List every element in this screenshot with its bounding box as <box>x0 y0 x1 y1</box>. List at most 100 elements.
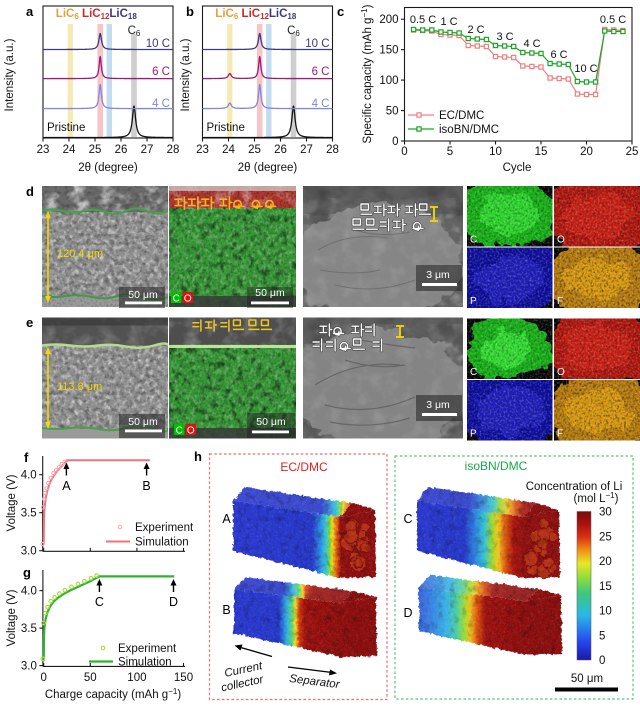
svg-text:10: 10 <box>599 606 612 618</box>
svg-text:120.4 μm: 120.4 μm <box>57 248 103 260</box>
svg-text:Pristine: Pristine <box>207 122 245 134</box>
svg-text:Simulation: Simulation <box>118 657 172 669</box>
svg-text:200: 200 <box>379 14 398 26</box>
svg-text:(mol L−1): (mol L−1) <box>574 491 619 505</box>
svg-text:2θ (degree): 2θ (degree) <box>78 162 138 174</box>
svg-text:c: c <box>337 4 344 19</box>
svg-text:3 C: 3 C <box>496 31 513 43</box>
svg-text:10: 10 <box>489 146 502 158</box>
svg-text:15: 15 <box>599 581 612 593</box>
svg-text:50 μm: 50 μm <box>128 416 158 428</box>
svg-text:LiC18: LiC18 <box>109 8 137 21</box>
svg-text:3.5: 3.5 <box>21 508 37 520</box>
svg-text:Separator: Separator <box>289 673 342 691</box>
svg-text:3.5: 3.5 <box>21 623 37 635</box>
svg-text:g: g <box>23 565 31 580</box>
svg-text:28: 28 <box>167 144 180 156</box>
svg-text:D: D <box>169 595 178 609</box>
svg-text:EC/DMC: EC/DMC <box>280 460 328 474</box>
svg-text:LiC6: LiC6 <box>215 8 239 21</box>
svg-text:LiC18: LiC18 <box>269 8 297 21</box>
svg-text:B: B <box>222 603 230 617</box>
svg-text:3.0: 3.0 <box>21 546 37 558</box>
svg-text:25: 25 <box>89 144 102 156</box>
svg-text:EC/DMC: EC/DMC <box>439 110 484 122</box>
svg-text:C6: C6 <box>128 25 141 38</box>
svg-text:h: h <box>194 449 202 464</box>
svg-text:6 C: 6 C <box>550 49 567 61</box>
svg-text:D: D <box>403 606 412 620</box>
svg-text:4 C: 4 C <box>152 98 170 110</box>
svg-text:F: F <box>557 296 563 307</box>
svg-text:30: 30 <box>599 507 612 519</box>
svg-text:C: C <box>470 235 477 246</box>
svg-text:25: 25 <box>626 146 639 158</box>
svg-text:C: C <box>470 367 477 378</box>
svg-text:Simulation: Simulation <box>135 537 189 549</box>
svg-text:C: C <box>95 595 104 609</box>
svg-text:isoBN/DMC: isoBN/DMC <box>465 459 528 473</box>
svg-text:LiC12: LiC12 <box>82 8 110 21</box>
svg-text:50 μm: 50 μm <box>255 287 285 299</box>
svg-text:27: 27 <box>141 144 154 156</box>
svg-text:Charge capacity (mAh g−1): Charge capacity (mAh g−1) <box>45 687 182 701</box>
svg-text:3 μm: 3 μm <box>426 399 450 411</box>
svg-text:5: 5 <box>447 146 453 158</box>
svg-text:15: 15 <box>535 146 548 158</box>
svg-text:3.0: 3.0 <box>21 661 37 673</box>
svg-text:4 C: 4 C <box>523 38 540 50</box>
svg-text:20: 20 <box>599 556 612 568</box>
svg-text:24: 24 <box>63 144 76 156</box>
svg-text:3 μm: 3 μm <box>426 269 450 281</box>
svg-text:P: P <box>470 429 477 440</box>
svg-text:0.5 C: 0.5 C <box>410 14 436 26</box>
svg-text:23: 23 <box>196 144 209 156</box>
svg-text:0: 0 <box>40 672 46 684</box>
svg-text:F: F <box>557 429 563 440</box>
svg-text:10 C: 10 C <box>146 38 170 50</box>
svg-text:6 C: 6 C <box>312 66 330 78</box>
svg-text:113.8 μm: 113.8 μm <box>57 381 102 393</box>
svg-text:0: 0 <box>392 136 398 148</box>
svg-text:100: 100 <box>379 75 398 87</box>
svg-text:25: 25 <box>248 144 261 156</box>
svg-text:e: e <box>26 315 33 330</box>
svg-text:50 μm: 50 μm <box>571 673 603 685</box>
svg-text:O: O <box>184 294 192 305</box>
svg-text:Voltage (V): Voltage (V) <box>6 589 18 646</box>
svg-text:50: 50 <box>386 106 399 118</box>
svg-text:O: O <box>557 235 565 246</box>
svg-text:Intensity (a.u.): Intensity (a.u.) <box>180 38 192 111</box>
svg-text:4 C: 4 C <box>312 98 330 110</box>
svg-text:C: C <box>173 294 180 305</box>
svg-text:Specific capacity (mAh g−1): Specific capacity (mAh g−1) <box>360 4 374 143</box>
svg-text:P: P <box>470 296 477 307</box>
svg-text:O: O <box>187 426 195 437</box>
svg-text:0: 0 <box>401 146 407 158</box>
svg-text:4.0: 4.0 <box>21 586 37 598</box>
svg-text:10 C: 10 C <box>574 63 597 75</box>
svg-text:LiC6: LiC6 <box>56 8 80 21</box>
svg-text:25: 25 <box>599 531 612 543</box>
svg-text:6 C: 6 C <box>152 66 170 78</box>
svg-text:B: B <box>142 479 150 493</box>
svg-text:0: 0 <box>599 655 605 667</box>
svg-text:Pristine: Pristine <box>47 122 85 134</box>
svg-text:O: O <box>557 367 565 378</box>
svg-text:A: A <box>222 512 231 526</box>
svg-text:2 C: 2 C <box>467 24 484 36</box>
svg-text:Cycle: Cycle <box>503 162 532 174</box>
svg-text:5: 5 <box>599 630 605 642</box>
svg-text:27: 27 <box>300 144 313 156</box>
svg-text:Intensity (a.u.): Intensity (a.u.) <box>4 38 16 111</box>
svg-text:C: C <box>176 426 183 437</box>
svg-text:A: A <box>62 479 71 493</box>
svg-text:50 μm: 50 μm <box>256 416 286 428</box>
svg-text:C: C <box>403 512 412 526</box>
svg-text:Concentration of Li: Concentration of Li <box>526 481 623 493</box>
svg-text:4.0: 4.0 <box>21 470 37 482</box>
svg-text:150: 150 <box>174 672 193 684</box>
svg-text:26: 26 <box>115 144 128 156</box>
svg-text:26: 26 <box>274 144 287 156</box>
svg-text:LiC12: LiC12 <box>242 8 270 21</box>
